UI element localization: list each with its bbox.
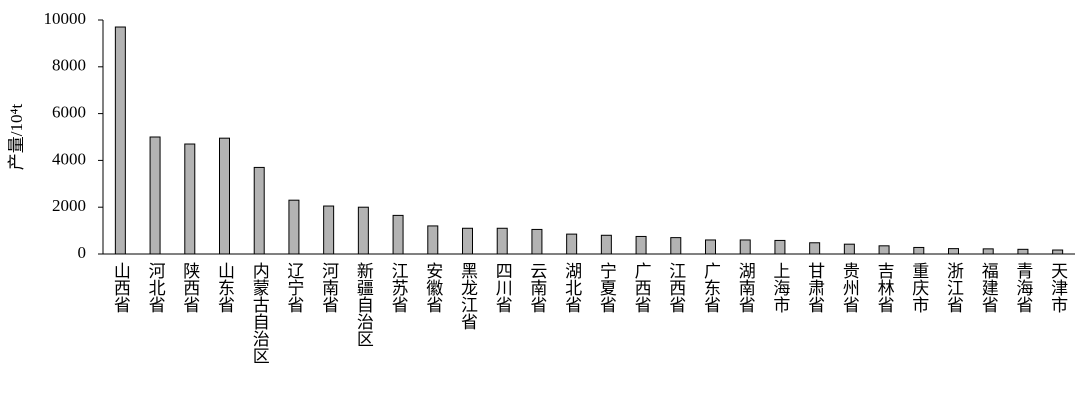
bar bbox=[184, 143, 196, 255]
bar bbox=[948, 248, 959, 255]
bar bbox=[774, 239, 786, 255]
x-tick-label: 河北省 bbox=[146, 262, 166, 313]
bar bbox=[323, 205, 335, 255]
y-tick-label: 0 bbox=[78, 243, 87, 262]
bar bbox=[496, 227, 508, 255]
bar bbox=[670, 237, 682, 255]
x-tick-label: 重庆市 bbox=[909, 262, 929, 313]
y-tick-label: 8000 bbox=[52, 56, 86, 75]
x-tick-label: 内蒙古自治区 bbox=[250, 262, 270, 364]
bar bbox=[462, 227, 473, 255]
x-tick-label: 甘肃省 bbox=[805, 262, 825, 313]
x-tick-label: 陕西省 bbox=[180, 262, 200, 313]
x-tick-label: 天津市 bbox=[1048, 262, 1068, 313]
x-tick-label: 四川省 bbox=[493, 262, 513, 313]
x-tick-label: 河南省 bbox=[319, 262, 339, 313]
y-tick-label: 2000 bbox=[52, 196, 86, 215]
x-tick-label: 新疆自治区 bbox=[354, 262, 374, 347]
x-tick-label: 云南省 bbox=[527, 262, 547, 313]
x-tick-label: 辽宁省 bbox=[284, 262, 304, 313]
y-tick-label: 6000 bbox=[52, 103, 86, 122]
bar bbox=[531, 228, 543, 255]
x-tick-label: 浙江省 bbox=[944, 262, 964, 313]
bar bbox=[739, 239, 751, 255]
x-tick-label: 贵州省 bbox=[840, 262, 860, 313]
bar bbox=[1052, 249, 1064, 255]
y-tick-label: 10000 bbox=[44, 9, 87, 28]
bar bbox=[114, 26, 126, 255]
bar bbox=[705, 239, 716, 255]
x-tick-label: 上海市 bbox=[770, 262, 790, 313]
bar bbox=[600, 234, 612, 255]
bar bbox=[149, 136, 161, 255]
bar bbox=[288, 199, 300, 255]
x-tick-label: 青海省 bbox=[1013, 262, 1033, 313]
y-axis-title: 产量/10⁴t bbox=[7, 104, 26, 171]
x-tick-label: 福建省 bbox=[979, 262, 999, 313]
x-tick-label: 广东省 bbox=[701, 262, 721, 313]
x-tick-label: 安徽省 bbox=[423, 262, 443, 313]
x-tick-label: 广西省 bbox=[632, 262, 652, 313]
bar bbox=[913, 246, 925, 255]
x-tick-label: 山东省 bbox=[215, 262, 235, 313]
x-tick-label: 湖南省 bbox=[736, 262, 756, 313]
bar bbox=[392, 214, 404, 255]
bar bbox=[1017, 248, 1029, 255]
bar bbox=[878, 245, 890, 255]
bar bbox=[357, 206, 369, 255]
x-tick-label: 黑龙江省 bbox=[458, 262, 478, 330]
x-tick-label: 吉林省 bbox=[875, 262, 895, 313]
x-tick-label: 湖北省 bbox=[562, 262, 582, 313]
bar bbox=[809, 242, 821, 255]
bar bbox=[219, 137, 230, 255]
bar bbox=[843, 243, 855, 255]
bar bbox=[635, 235, 647, 255]
x-tick-label: 山西省 bbox=[111, 262, 131, 313]
y-tick-label: 4000 bbox=[52, 149, 86, 168]
bar bbox=[427, 225, 439, 255]
bar bbox=[253, 166, 265, 255]
x-tick-label: 江苏省 bbox=[389, 262, 409, 313]
x-tick-label: 江西省 bbox=[666, 262, 686, 313]
bar bbox=[566, 233, 578, 255]
x-tick-label: 宁夏省 bbox=[597, 262, 617, 313]
bar bbox=[982, 248, 994, 255]
